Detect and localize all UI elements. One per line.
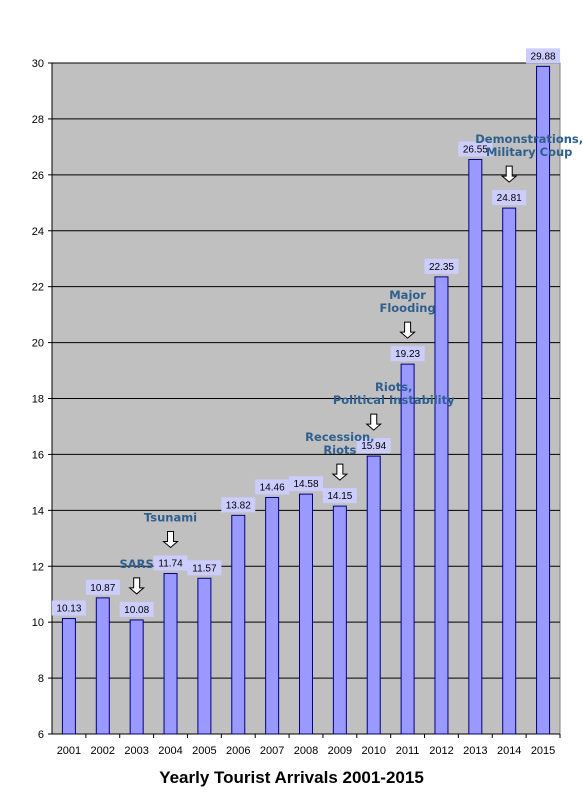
value-label: 26.55 — [463, 144, 488, 155]
annotation-text: Military Coup — [486, 145, 572, 159]
value-label: 29.88 — [531, 51, 556, 62]
value-label-box — [390, 346, 425, 362]
value-label: 14.15 — [327, 491, 352, 502]
down-arrow-icon — [399, 321, 416, 339]
x-tick-label: 2012 — [429, 745, 453, 757]
annotation-text: Major — [389, 288, 426, 302]
x-tick-label: 2003 — [124, 745, 148, 757]
annotation-text: Recession, — [305, 430, 374, 444]
x-axis: 2001 2002 2003 2004 2005 2006 2007 2008 2009 2010… — [52, 733, 561, 757]
bar — [265, 496, 280, 735]
y-tick-label: 30 — [32, 58, 44, 70]
x-tick-label: 2008 — [294, 745, 318, 757]
value-label-box — [492, 190, 527, 206]
y-tick-label: 26 — [32, 170, 44, 182]
bar — [434, 276, 449, 735]
y-tick-label: 10 — [32, 617, 44, 629]
x-tick-label: 2005 — [192, 745, 216, 757]
value-label-box — [153, 555, 188, 571]
bars — [61, 65, 551, 735]
value-label: 10.87 — [90, 583, 115, 594]
bar — [61, 618, 76, 735]
y-tick-label: 22 — [32, 282, 44, 294]
down-arrow-icon — [331, 463, 349, 481]
bar — [366, 455, 381, 735]
x-tick-label: 2011 — [396, 745, 420, 757]
value-label-box — [356, 438, 391, 454]
value-label: 13.82 — [226, 500, 251, 511]
bar — [332, 505, 347, 735]
y-tick-label: 12 — [32, 561, 44, 573]
y-axis: 6 8 10 12 14 16 18 20 22 24 26 28 30 — [32, 58, 53, 741]
value-label-box — [51, 600, 86, 616]
bar — [231, 514, 246, 735]
y-tick-label: 18 — [32, 394, 44, 406]
chart-title: Yearly Tourist Arrivals 2001-2015 — [159, 768, 424, 787]
y-tick-label: 6 — [38, 729, 44, 741]
x-tick-label: 2009 — [328, 745, 352, 757]
x-tick-label: 2015 — [531, 745, 555, 757]
x-tick-label: 2001 — [57, 745, 81, 757]
value-label-box — [526, 48, 561, 64]
bar — [502, 207, 517, 735]
down-arrow-icon — [128, 577, 146, 595]
annotation-text: SARS — [120, 557, 154, 571]
x-tick-label: 2014 — [497, 745, 521, 757]
bar — [95, 597, 110, 735]
value-label: 19.23 — [395, 349, 420, 360]
value-label-box — [458, 141, 493, 157]
y-tick-label: 8 — [38, 673, 44, 685]
bar — [400, 363, 415, 735]
y-tick-label: 24 — [32, 226, 44, 238]
annotation-text: Political Instability — [333, 393, 455, 407]
value-label-box — [322, 488, 357, 504]
bar — [536, 65, 551, 735]
x-tick-label: 2007 — [260, 745, 284, 757]
annotation-text: Demonstrations, — [475, 132, 583, 146]
value-label-box — [255, 479, 290, 495]
y-tick-label: 14 — [32, 505, 44, 517]
annotations: SARS Tsunami Recession,Riots Riots,Politica… — [120, 132, 583, 595]
bar — [468, 158, 483, 735]
down-arrow-icon — [162, 531, 179, 549]
value-label-box — [119, 601, 154, 617]
value-label-box — [221, 497, 256, 513]
y-tick-label: 20 — [32, 338, 44, 350]
value-label: 14.58 — [293, 479, 318, 490]
value-label: 22.35 — [429, 262, 454, 273]
value-label: 10.08 — [124, 605, 149, 616]
x-tick-label: 2013 — [463, 745, 487, 757]
value-label: 10.13 — [56, 604, 81, 615]
value-label: 11.57 — [192, 563, 217, 574]
x-tick-label: 2004 — [158, 745, 182, 757]
annotation-text: Riots, — [375, 380, 412, 394]
value-label-box — [187, 560, 222, 576]
annotation-text: Tsunami — [144, 511, 197, 525]
down-arrow-icon — [500, 165, 518, 183]
value-label: 15.94 — [361, 441, 386, 452]
x-tick-label: 2010 — [361, 745, 385, 757]
value-label-box — [424, 258, 459, 274]
value-label-box — [85, 579, 120, 595]
annotation-text: Flooding — [379, 301, 435, 315]
x-tick-label: 2006 — [226, 745, 250, 757]
bar — [129, 619, 144, 735]
value-label: 14.46 — [260, 482, 285, 493]
y-tick-label: 28 — [32, 114, 44, 126]
y-tick-label: 16 — [32, 449, 44, 461]
x-tick-label: 2002 — [91, 745, 115, 757]
bar — [163, 573, 178, 735]
bar — [299, 493, 313, 735]
value-label: 24.81 — [497, 193, 522, 204]
bar — [197, 577, 212, 735]
down-arrow-icon — [365, 413, 383, 431]
value-label-box — [289, 476, 323, 492]
value-labels: 10.13 10.87 10.08 11.74 11.57 13.82 14.46 14.58… — [51, 48, 561, 617]
value-label: 11.74 — [158, 559, 183, 570]
annotation-text: Riots — [323, 443, 356, 457]
